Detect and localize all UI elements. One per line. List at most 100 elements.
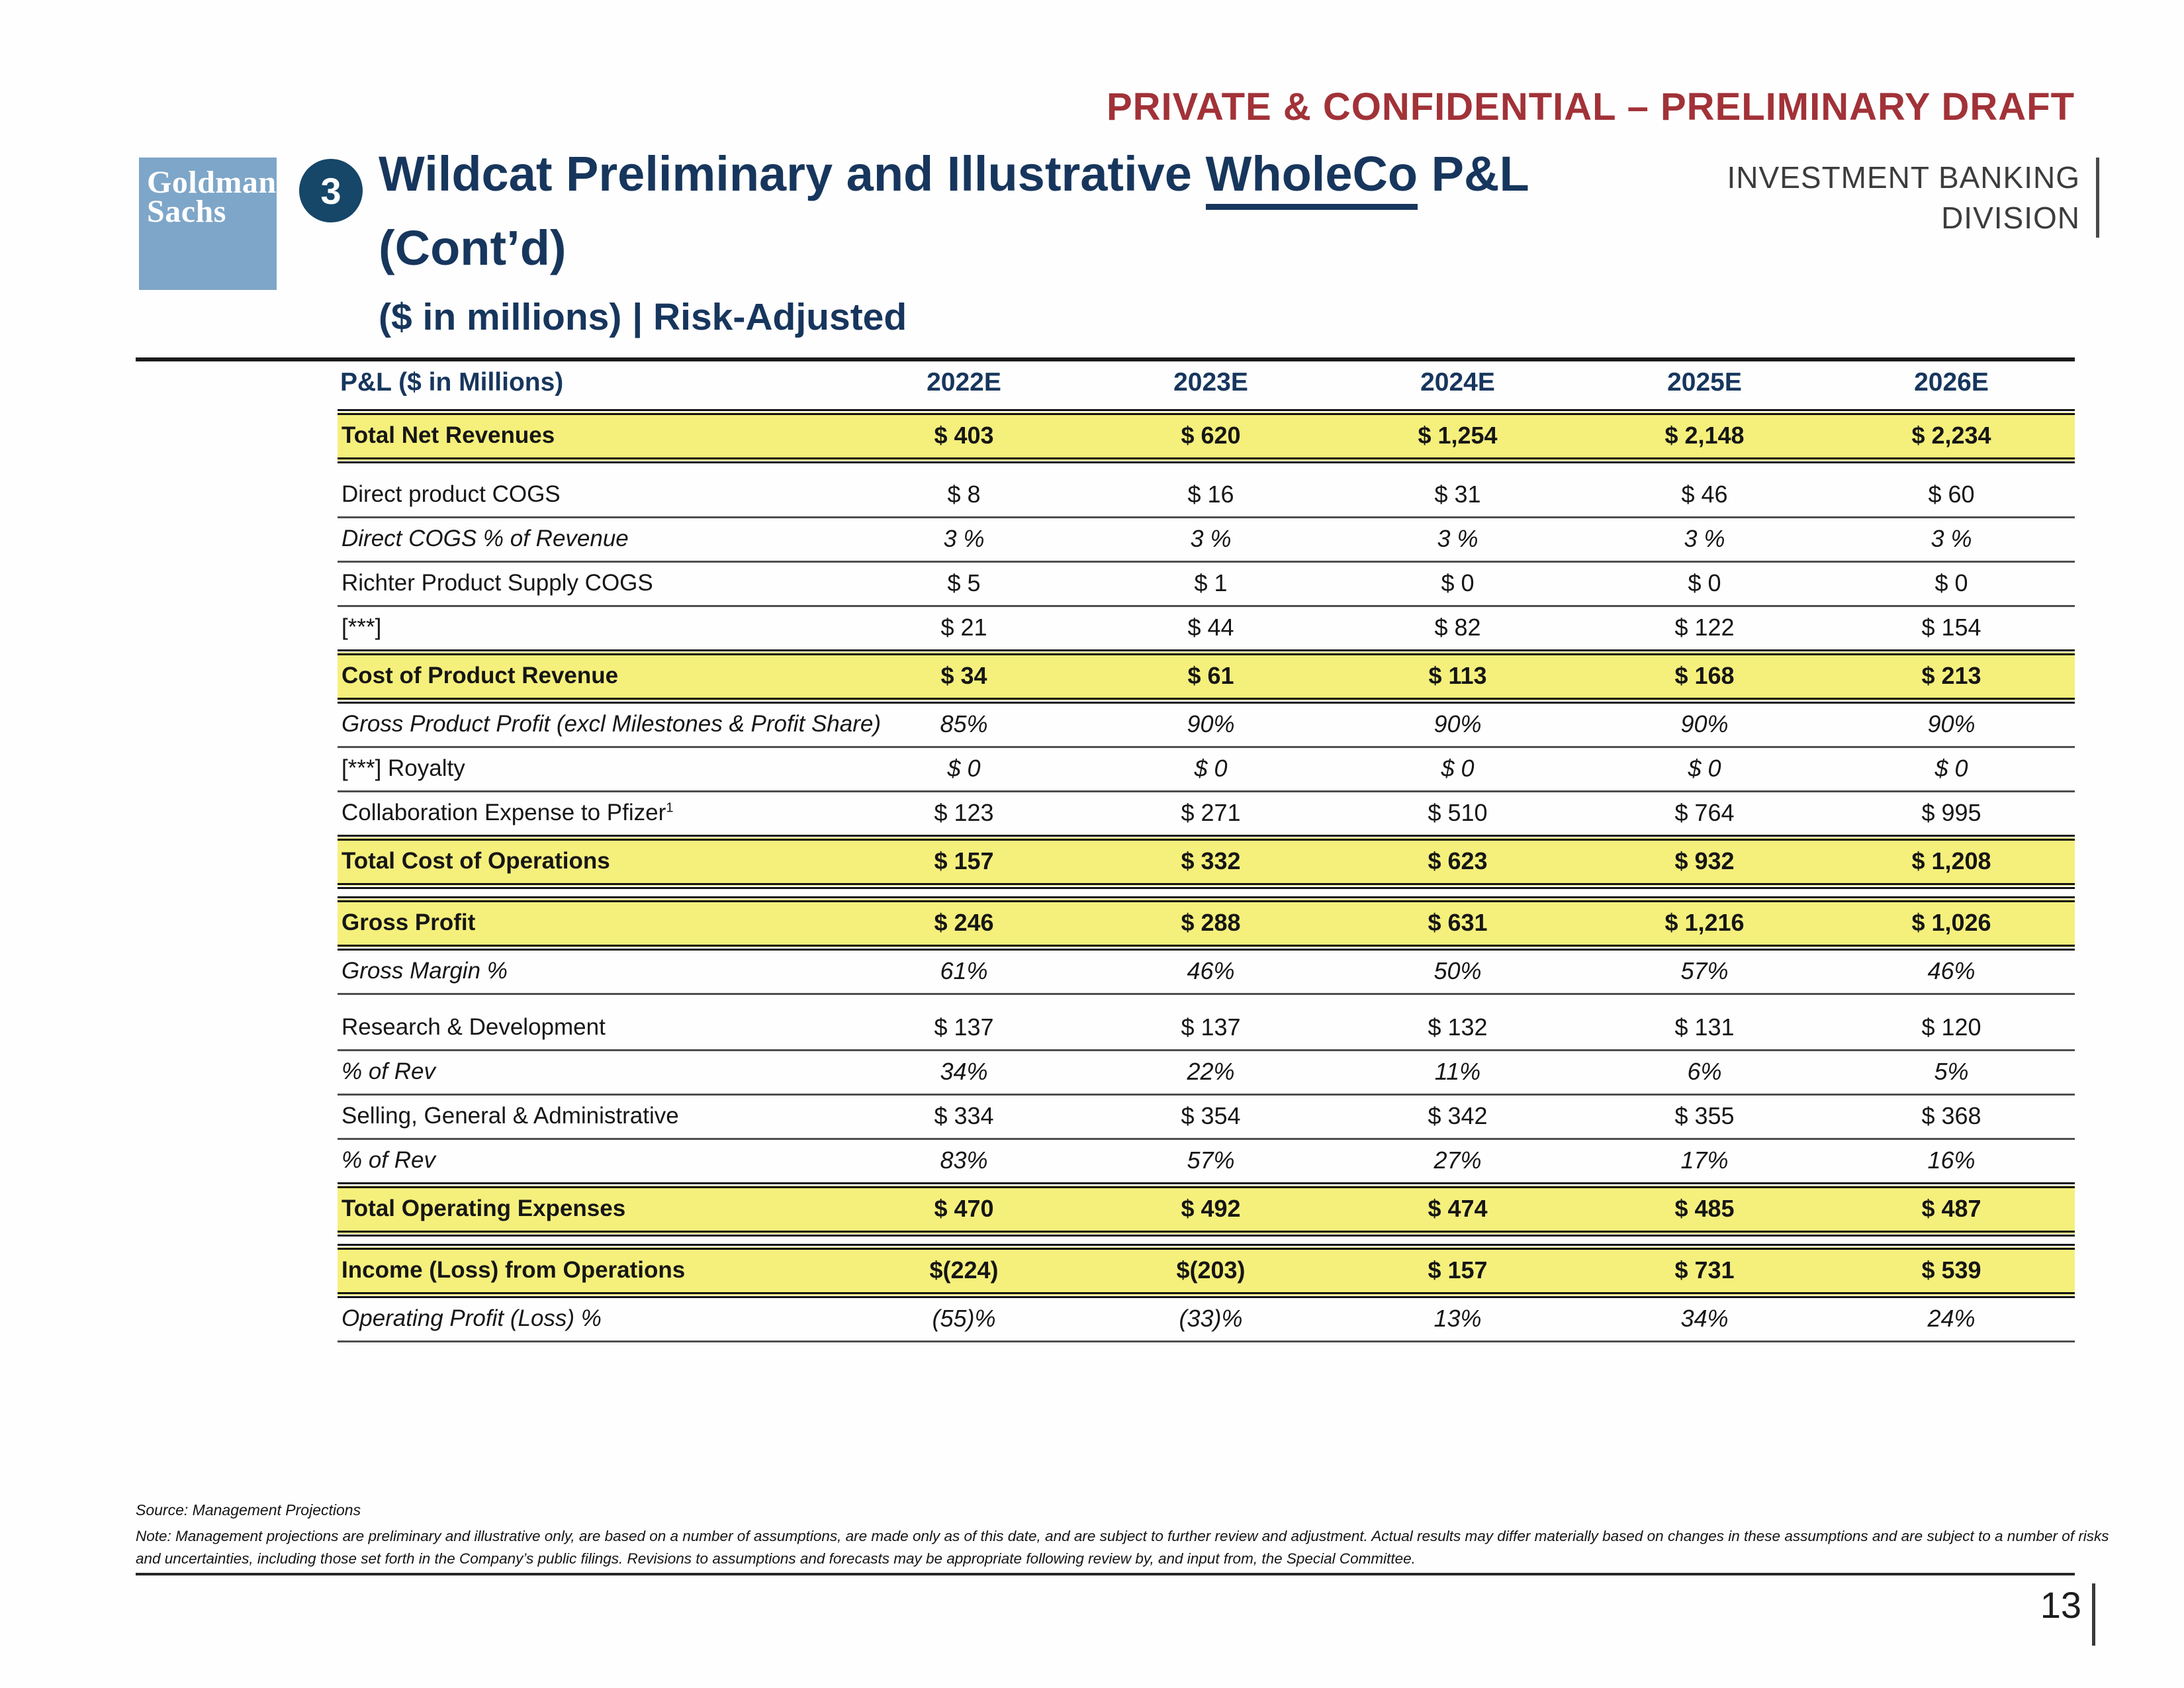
cell-value: $ 368 — [1828, 1094, 2075, 1140]
cell-value: $ 470 — [841, 1182, 1087, 1237]
cell-value: $(203) — [1087, 1244, 1334, 1298]
table-header-year: 2026E — [1914, 368, 1989, 397]
table-header-year: 2024E — [1420, 368, 1495, 397]
table-row: Operating Profit (Loss) % (55)% (33)% 13% 34… — [338, 1295, 2075, 1342]
cell-value: $ 2,234 — [1828, 409, 2075, 463]
cell-value: $ 131 — [1581, 1007, 1828, 1051]
page-title: Wildcat Preliminary and Illustrative Who… — [379, 146, 1529, 273]
cell-value: $ 0 — [1581, 747, 1828, 792]
cell-value: 13% — [1334, 1295, 1581, 1342]
row-label: [***] — [341, 614, 382, 640]
page-number: 13 — [2040, 1584, 2081, 1626]
cell-value: $ 539 — [1828, 1244, 2075, 1298]
cell-value: $ 0 — [1828, 561, 2075, 607]
cell-value: $ 474 — [1334, 1182, 1581, 1237]
cell-value: $ 288 — [1087, 896, 1334, 951]
spacer-row — [338, 461, 2075, 474]
cell-value: $ 334 — [841, 1094, 1087, 1140]
cell-value: 85% — [841, 700, 1087, 748]
cell-value: $ 0 — [1828, 747, 2075, 792]
cell-value: 46% — [1828, 947, 2075, 995]
row-label: Gross Product Profit (excl Milestones & … — [338, 700, 881, 748]
table-header-year: 2022E — [927, 368, 1001, 397]
table-row: Collaboration Expense to Pfizer1 $ 123 $ 2… — [338, 791, 2075, 837]
cell-value: $ 31 — [1334, 473, 1581, 518]
page-number-divider — [2092, 1583, 2095, 1646]
cell-value: $ 492 — [1087, 1182, 1334, 1237]
cell-value: $ 46 — [1581, 473, 1828, 518]
cell-value: 3 % — [841, 517, 1087, 563]
table-row: [***] Royalty $ 0 $ 0 $ 0 $ 0 $ 0 — [338, 747, 2075, 792]
table-row: Gross Margin % 61% 46% 50% 57% 46% — [338, 947, 2075, 995]
cell-value: 3 % — [1828, 517, 2075, 563]
page-number-wrap: 13 — [2040, 1583, 2095, 1646]
cell-value: $ 137 — [841, 1007, 1087, 1051]
title-line1: Wildcat Preliminary and Illustrative Who… — [379, 146, 1529, 210]
table-row: Research & Development $ 137 $ 137 $ 132 $ 1… — [338, 1007, 2075, 1051]
cell-value: $ 487 — [1828, 1182, 2075, 1237]
cell-value: 90% — [1581, 700, 1828, 748]
table-row: Cost of Product Revenue $ 34 $ 61 $ 113 $ 16… — [338, 649, 2075, 704]
cell-value: $ 1,254 — [1334, 409, 1581, 463]
cell-value: $ 157 — [1334, 1244, 1581, 1298]
row-label: Total Net Revenues — [338, 409, 841, 463]
row-label: % of Rev — [338, 1050, 841, 1096]
cell-value: $ 354 — [1087, 1094, 1334, 1140]
spacer-cell — [338, 886, 2075, 899]
cell-value: $ 21 — [940, 613, 987, 641]
cell-value: $ 122 — [1674, 613, 1735, 641]
row-label: Collaboration Expense to Pfizer1 — [341, 799, 674, 825]
table-row: Direct COGS % of Revenue 3 % 3 % 3 % 3 % 3 % — [338, 517, 2075, 563]
cell-value: 11% — [1334, 1050, 1581, 1096]
cell-value: $ 120 — [1828, 1007, 2075, 1051]
cell-value: $ 1,026 — [1828, 896, 2075, 951]
cell-value: 3 % — [1334, 517, 1581, 563]
cell-value: $ 1 — [1087, 561, 1334, 607]
table-header-year: 2023E — [1173, 368, 1248, 397]
cell-value: 5% — [1828, 1050, 2075, 1096]
cell-value: $ 168 — [1581, 649, 1828, 704]
cell-value: $ 0 — [1581, 561, 1828, 607]
row-label: Direct product COGS — [338, 473, 841, 518]
cell-value: $ 16 — [1087, 473, 1334, 518]
cell-value: $ 1,216 — [1581, 896, 1828, 951]
cell-value: $ 0 — [1334, 747, 1581, 792]
section-number-badge: 3 — [299, 159, 363, 222]
table-header-row: P&L ($ in Millions) 2022E 2023E 2024E 2025E 2… — [338, 368, 2075, 412]
cell-value: $ 403 — [841, 409, 1087, 463]
row-label: % of Rev — [341, 1147, 435, 1173]
cell-value: 57% — [1187, 1147, 1235, 1174]
spacer-row — [338, 994, 2075, 1007]
goldman-sachs-logo: Goldman Sachs — [139, 158, 277, 290]
division-line1: INVESTMENT BANKING — [1727, 160, 2080, 195]
table-row: Selling, General & Administrative $ 334 $ … — [338, 1094, 2075, 1140]
cell-value: $ 2,148 — [1581, 409, 1828, 463]
cell-value: $ 342 — [1334, 1094, 1581, 1140]
cell-value: $ 995 — [1921, 798, 1981, 826]
table-row: Total Net Revenues $ 403 $ 620 $ 1,254 $ 2,1… — [338, 409, 2075, 463]
cell-value: 90% — [1334, 700, 1581, 748]
cell-value: $ 123 — [934, 798, 994, 826]
row-label: Operating Profit (Loss) % — [338, 1295, 841, 1342]
cell-value: 17% — [1680, 1147, 1729, 1174]
division-line2: DIVISION — [1941, 200, 2080, 235]
cell-value: 16% — [1927, 1147, 1976, 1174]
disclaimer-note: Note: Management projections are prelimi… — [136, 1525, 2109, 1570]
table-row: Gross Profit $ 246 $ 288 $ 631 $ 1,216 $ 1,02… — [338, 896, 2075, 951]
row-label: Direct COGS % of Revenue — [338, 517, 841, 563]
cell-value: (33)% — [1087, 1295, 1334, 1342]
cell-value: 83% — [940, 1147, 988, 1174]
cell-value: 61% — [841, 947, 1087, 995]
cell-value: $ 1,208 — [1828, 834, 2075, 889]
cell-value: $ 44 — [1187, 613, 1234, 641]
logo-text-line1: Goldman — [147, 165, 277, 200]
row-label: Selling, General & Administrative — [338, 1094, 841, 1140]
pnl-table: P&L ($ in Millions) 2022E 2023E 2024E 2025E 2… — [338, 368, 2075, 1342]
cell-value: 3 % — [1581, 517, 1828, 563]
division-label: INVESTMENT BANKING DIVISION — [1727, 158, 2099, 238]
title-text-pre: Wildcat Preliminary and Illustrative — [379, 146, 1206, 201]
title-underlined-word: WholeCo — [1205, 146, 1418, 210]
disclaimer-line1: Note: Management projections are prelimi… — [136, 1528, 2109, 1544]
cell-value: 6% — [1581, 1050, 1828, 1096]
